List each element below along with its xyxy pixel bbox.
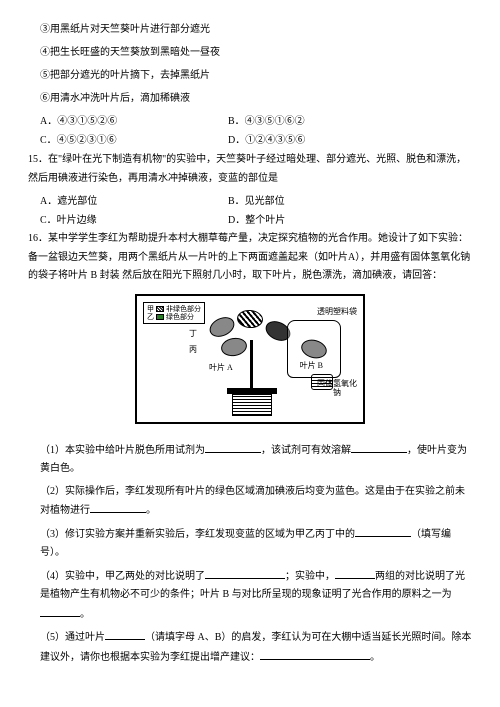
step-3: ③用黑纸片对天竺葵叶片进行部分遮光 bbox=[28, 20, 472, 39]
blank-5a bbox=[105, 628, 145, 640]
swatch-nongreen bbox=[156, 306, 164, 312]
q16-sub1-a: （1）本实验中给叶片脱色所用试剂为 bbox=[40, 445, 205, 456]
blank-5b bbox=[260, 648, 370, 660]
blank-2 bbox=[90, 501, 146, 513]
legend-green: 绿色部分 bbox=[166, 313, 194, 321]
q14-opt-b: B．④③⑤①⑥② bbox=[228, 112, 305, 131]
q16-sub2-b: 。 bbox=[146, 505, 156, 516]
pot-body bbox=[232, 394, 272, 416]
plant-stem bbox=[250, 340, 253, 390]
leaf-mid bbox=[220, 335, 249, 357]
q16-sub5: （5）通过叶片（请填字母 A、B）的启发，李红认为可在大棚中适当延长光照时间。除… bbox=[28, 628, 472, 667]
step-4: ④把生长旺盛的天竺葵放到黑暗处一昼夜 bbox=[28, 43, 472, 62]
legend-box: 甲 非绿色部分 乙 绿色部分 bbox=[143, 302, 205, 325]
plant-diagram: 甲 非绿色部分 乙 绿色部分 叶片 A 透明塑料袋 叶片 B 固体氢氧化钠 丙 丁 bbox=[135, 294, 365, 424]
leaf-left bbox=[206, 313, 237, 340]
blank-4b bbox=[335, 567, 375, 579]
flower-pot bbox=[227, 388, 277, 416]
diagram-container: 甲 非绿色部分 乙 绿色部分 叶片 A 透明塑料袋 叶片 B 固体氢氧化钠 丙 丁 bbox=[28, 294, 472, 431]
label-leaf-a: 叶片 A bbox=[209, 360, 233, 375]
q16-sub5-c: 。 bbox=[370, 652, 380, 663]
q14-options-row2: C．④⑤②③①⑥ D．①②④③⑤⑥ bbox=[28, 131, 472, 150]
q14-opt-c: C．④⑤②③①⑥ bbox=[28, 131, 228, 150]
label-bing: 丙 bbox=[189, 342, 197, 357]
legend-yi: 乙 bbox=[147, 313, 154, 321]
q16-sub1: （1）本实验中给叶片脱色所用试剂为，该试剂可有效溶解，使叶片变为黄白色。 bbox=[28, 441, 472, 479]
q15-options-row2: C．叶片边缘 D．整个叶片 bbox=[28, 211, 472, 230]
blank-4a bbox=[205, 567, 285, 579]
label-ding: 丁 bbox=[189, 326, 197, 341]
blank-4c bbox=[40, 605, 80, 617]
label-naoh: 固体氢氧化钠 bbox=[317, 380, 357, 398]
blank-1b bbox=[351, 441, 407, 453]
q15-options-row1: A．遮光部位 B．见光部位 bbox=[28, 192, 472, 211]
q14-options-row1: A．④③①⑤②⑥ B．④③⑤①⑥② bbox=[28, 112, 472, 131]
q15-opt-a: A．遮光部位 bbox=[28, 192, 228, 211]
q16-sub4-d: 。 bbox=[80, 609, 90, 620]
q16-sub3-a: （3）修订实验方案并重新实验后，李红发现变蓝的区域为甲乙丙丁中的 bbox=[40, 529, 355, 540]
q16-sub2: （2）实际操作后，李红发现所有叶片的绿色区域滴加碘液后均变为蓝色。这是由于在实验… bbox=[28, 483, 472, 521]
q16-sub4-a: （4）实验中，甲乙两处的对比说明了 bbox=[40, 571, 205, 582]
q16-sub3: （3）修订实验方案并重新实验后，李红发现变蓝的区域为甲乙丙丁中的（填写编号）。 bbox=[28, 525, 472, 563]
leaf-top bbox=[236, 308, 263, 328]
swatch-green bbox=[156, 314, 164, 320]
step-6: ⑥用清水冲洗叶片后，滴加稀碘液 bbox=[28, 89, 472, 108]
q15-opt-d: D．整个叶片 bbox=[228, 211, 285, 230]
q15-opt-b: B．见光部位 bbox=[228, 192, 285, 211]
q14-opt-a: A．④③①⑤②⑥ bbox=[28, 112, 228, 131]
q16-sub4: （4）实验中，甲乙两处的对比说明了；实验中，两组的对比说明了光是植物产生有机物必… bbox=[28, 567, 472, 625]
blank-3 bbox=[355, 525, 411, 537]
q15-stem: 15．在"绿叶在光下制造有机物"的实验中，天竺葵叶子经过暗处理、部分遮光、光照、… bbox=[28, 150, 472, 188]
q14-opt-d: D．①②④③⑤⑥ bbox=[228, 131, 305, 150]
q15-opt-c: C．叶片边缘 bbox=[28, 211, 228, 230]
blank-1a bbox=[205, 441, 261, 453]
step-5: ⑤把部分遮光的叶片摘下，去掉黑纸片 bbox=[28, 66, 472, 85]
label-leaf-b: 叶片 B bbox=[300, 358, 323, 373]
q16-stem: 16．某中学学生李红为帮助提升本村大棚草莓产量，决定探究植物的光合作用。她设计了… bbox=[28, 230, 472, 286]
legend-nongreen: 非绿色部分 bbox=[166, 305, 201, 313]
q16-sub1-b: ，该试剂可有效溶解 bbox=[261, 445, 351, 456]
q16-sub4-b: ；实验中， bbox=[285, 571, 335, 582]
label-bag: 透明塑料袋 bbox=[317, 304, 357, 319]
legend-jia: 甲 bbox=[147, 305, 154, 313]
q16-sub5-a: （5）通过叶片 bbox=[40, 632, 105, 643]
